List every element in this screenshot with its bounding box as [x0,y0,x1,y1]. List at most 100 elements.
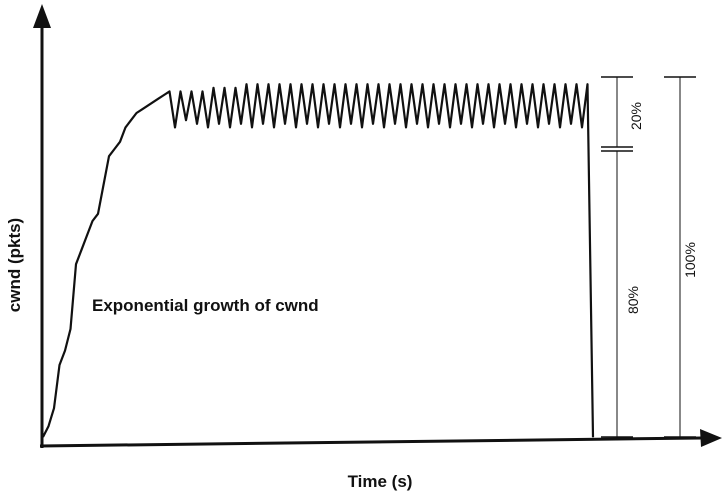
data-point-0-23 [168,90,171,92]
data-point-0-19 [146,105,149,107]
data-point-0-7 [80,249,83,251]
data-point-0-94 [559,126,561,128]
data-point-0-97 [575,83,578,85]
data-point-0-52 [328,123,330,125]
bracket-group [601,76,696,438]
data-point-0-2 [53,407,55,409]
data-point-0-57 [355,83,358,85]
data-point-0-62 [383,126,385,128]
data-point-0-42 [273,126,275,128]
x-axis-arrowhead [700,429,722,447]
data-point-0-28 [196,123,198,125]
data-point-0-31 [212,87,215,89]
data-point-0-41 [267,83,270,85]
data-point-0-26 [185,119,187,121]
data-point-0-9 [91,220,94,222]
data-point-0-96 [570,123,572,125]
data-point-0-71 [432,83,435,85]
data-point-0-77 [465,83,468,85]
data-point-0-86 [515,126,517,128]
data-point-0-1 [47,425,50,427]
data-point-0-55 [344,83,347,85]
data-point-0-93 [553,83,556,85]
data-point-0-78 [471,126,473,128]
data-point-0-87 [520,83,523,85]
bracket-label-20: 20% [616,102,656,130]
data-point-0-10 [97,213,99,215]
data-point-0-49 [311,83,314,85]
data-point-0-82 [493,126,495,128]
data-point-0-11 [102,184,105,186]
data-point-0-63 [388,83,391,85]
data-point-0-70 [427,126,429,128]
data-point-0-88 [526,123,528,125]
data-point-0-69 [421,83,424,85]
data-point-0-32 [218,123,220,125]
data-point-0-89 [531,83,534,85]
data-point-0-45 [289,83,292,85]
data-point-0-5 [69,328,72,330]
data-point-0-65 [399,83,402,85]
data-point-0-39 [256,83,259,85]
data-point-0-59 [366,83,369,85]
data-point-0-35 [234,87,237,89]
data-point-0-68 [416,123,418,125]
bracket-label-20-text: 20% [628,101,644,131]
bracket-label-100-text: 100% [682,242,698,278]
data-point-0-98 [581,126,583,128]
data-point-0-50 [317,126,319,128]
data-point-0-66 [405,126,407,128]
data-point-0-15 [124,126,127,128]
data-point-0-18 [141,108,143,110]
data-point-0-6 [75,263,77,265]
data-point-0-58 [361,126,363,128]
series-group [42,83,595,438]
data-point-0-53 [333,83,336,85]
data-point-0-75 [454,83,457,85]
data-point-0-72 [438,123,440,125]
data-point-0-81 [487,83,490,85]
data-point-0-43 [278,83,281,85]
data-point-0-67 [410,83,413,85]
data-point-0-29 [201,90,204,92]
data-point-0-76 [460,123,462,125]
axes [33,4,722,448]
y-axis-label-text: cwnd (pkts) [5,217,24,313]
series-line-0 [42,83,595,438]
data-point-0-14 [119,141,121,143]
data-point-0-40 [262,123,264,125]
exponential-growth-annotation: Exponential growth of cwnd [92,296,319,315]
x-axis-line [39,436,703,448]
data-point-0-85 [509,83,512,85]
data-point-0-3 [58,364,61,366]
data-point-0-92 [548,123,550,125]
data-point-0-100 [592,436,594,438]
data-point-0-48 [306,123,308,125]
bracket-label-100: 100% [670,242,710,278]
data-point-0-17 [135,112,138,114]
data-point-0-38 [251,126,253,128]
data-point-0-34 [229,126,231,128]
data-point-0-61 [377,83,380,85]
data-point-0-79 [476,83,479,85]
data-point-0-0 [42,436,44,438]
bracket-label-80-text: 80% [625,285,641,315]
data-point-0-44 [284,123,286,125]
data-point-0-47 [300,83,303,85]
data-point-0-51 [322,83,325,85]
data-point-0-30 [207,126,209,128]
data-point-0-91 [542,83,545,85]
data-point-0-54 [339,126,341,128]
bracket-label-80: 80% [613,286,653,314]
data-point-0-8 [86,234,88,236]
data-point-0-74 [449,126,451,128]
x-axis-label: Time (s) [347,472,413,491]
data-point-0-84 [504,123,506,125]
data-point-0-33 [223,87,226,89]
data-point-0-36 [240,123,242,125]
data-point-0-60 [372,123,374,125]
data-point-0-46 [295,126,297,128]
data-point-0-13 [113,148,116,150]
data-point-0-12 [108,155,110,157]
